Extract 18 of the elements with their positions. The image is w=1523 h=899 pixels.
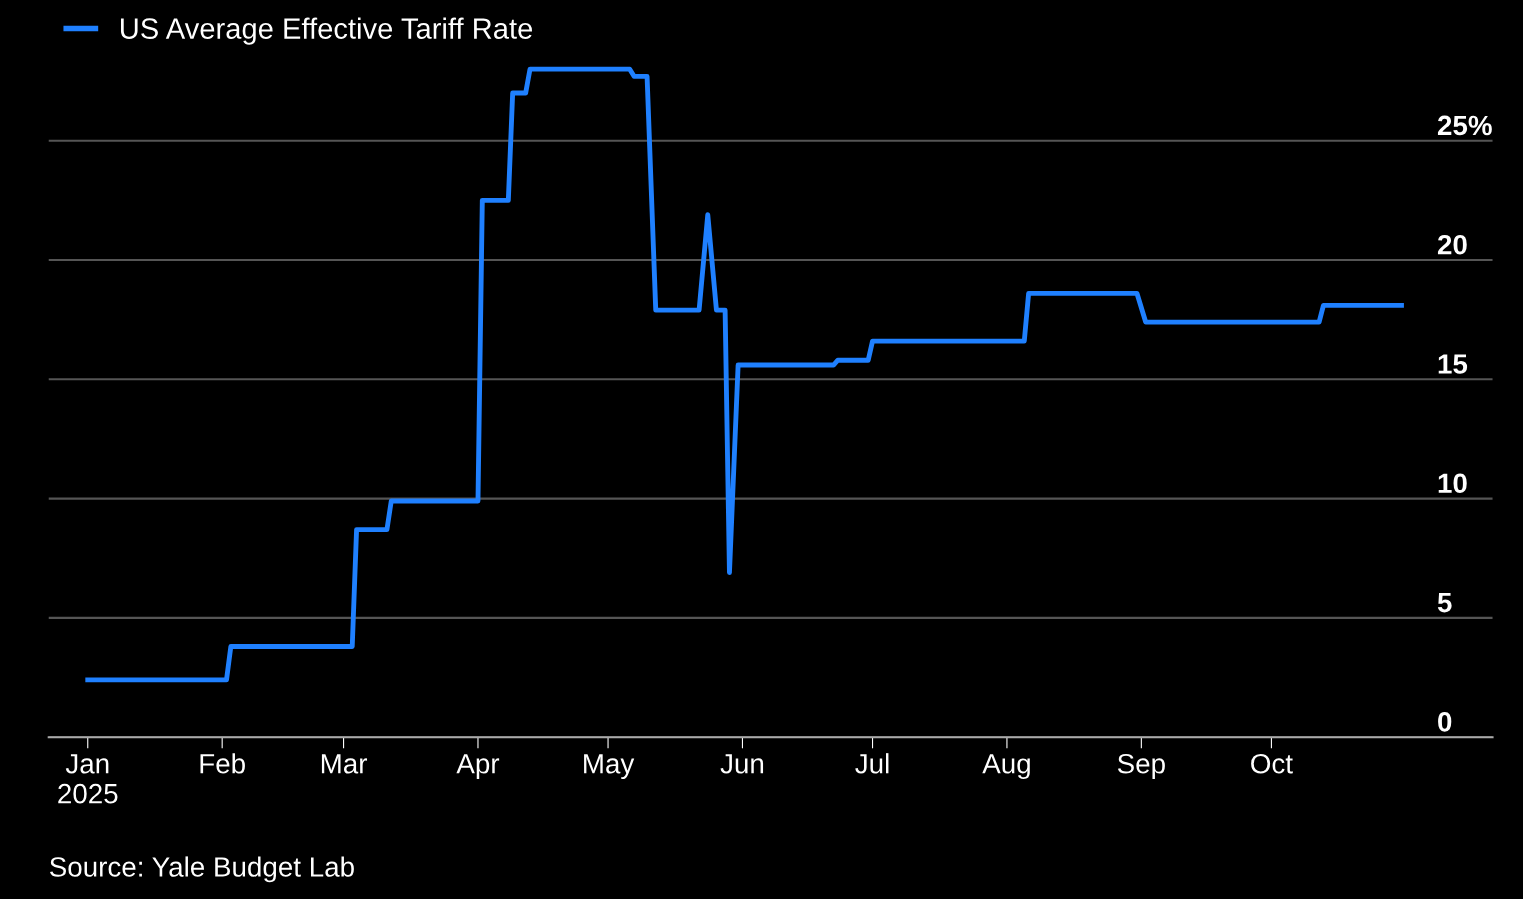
x-tick-label: Feb	[200, 753, 245, 774]
x-tick-label: Jan 2025	[58, 754, 118, 804]
legend-label: US Average Effective Tariff Rate	[120, 17, 533, 45]
x-tick-label: Aug	[982, 754, 1030, 780]
y-tick-label: 15	[1438, 354, 1468, 374]
y-tick-label: 10	[1438, 473, 1467, 494]
y-tick-label: 25%	[1437, 115, 1492, 136]
x-tick-label: Apr	[456, 754, 500, 780]
y-tick-label: 0	[1438, 712, 1452, 732]
x-tick-label: May	[584, 754, 635, 780]
x-tick-label: Mar	[321, 754, 368, 774]
x-tick-label: Jul	[855, 753, 889, 774]
y-tick-label: 5	[1437, 593, 1452, 613]
x-tick-label: Jun	[720, 754, 764, 774]
y-tick-label: 20	[1437, 234, 1467, 255]
x-tick-label: Sep	[1117, 753, 1165, 780]
x-tick-label: Oct	[1251, 753, 1293, 774]
source-note: Source: Yale Budget Lab	[50, 856, 354, 883]
